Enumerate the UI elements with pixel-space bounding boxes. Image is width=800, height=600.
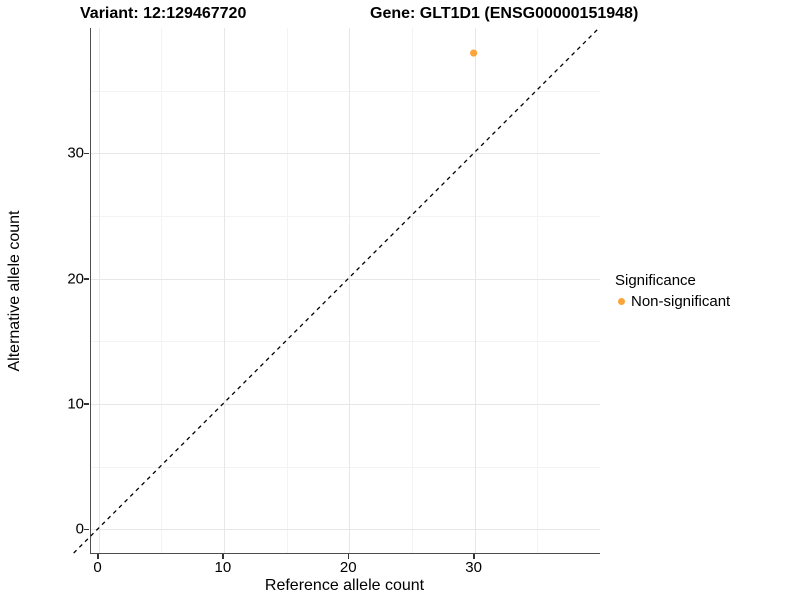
x-tick-label-20: 20 [339, 559, 357, 576]
plot-panel [90, 28, 600, 554]
x-tick-label-30: 30 [465, 559, 482, 576]
gridline-y-5 [91, 466, 600, 468]
y-tick-20 [84, 278, 89, 280]
y-axis-title: Alternative allele count [6, 210, 23, 372]
legend-item-non-significant: Non-significant [615, 293, 730, 310]
legend-title: Significance [615, 272, 696, 289]
x-tick-10 [222, 554, 224, 559]
y-tick-30 [84, 152, 89, 155]
gridline-x-5 [161, 28, 163, 553]
gridline-x-30 [474, 28, 476, 553]
gridline-y-15 [91, 341, 600, 343]
gridline-y-30 [91, 153, 600, 155]
gridline-y-35 [91, 90, 600, 92]
gridline-x-25 [411, 28, 413, 553]
legend-point-icon [618, 298, 625, 305]
x-axis-title: Reference allele count [264, 577, 425, 594]
gridline-x-35 [537, 28, 539, 553]
gridline-y-25 [91, 215, 600, 217]
y-tick-label-20: 20 [67, 270, 84, 288]
x-tick-label-0: 0 [93, 559, 102, 576]
gridline-x-20 [349, 28, 351, 553]
gridline-x-0 [98, 28, 100, 553]
gridline-x-15 [286, 28, 288, 553]
y-tick-label-0: 0 [75, 520, 84, 538]
legend: Significance Non-significant [615, 272, 730, 310]
x-tick-20 [347, 554, 350, 559]
plot-title-gene: Gene: GLT1D1 (ENSG00000151948) [370, 5, 639, 22]
x-tick-30 [473, 554, 475, 559]
y-tick-label-30: 30 [67, 144, 84, 162]
gridline-y-0 [91, 529, 600, 531]
y-tick-0 [84, 528, 89, 531]
gridline-y-20 [91, 278, 600, 280]
gridline-y-10 [91, 403, 600, 405]
plot-title-variant: Variant: 12:129467720 [80, 5, 247, 22]
y-tick-label-10: 10 [67, 395, 84, 413]
x-tick-0 [97, 554, 99, 559]
legend-item-label: Non-significant [631, 293, 731, 310]
gridline-x-10 [223, 28, 225, 553]
x-tick-label-10: 10 [214, 559, 232, 576]
y-tick-10 [84, 403, 89, 405]
